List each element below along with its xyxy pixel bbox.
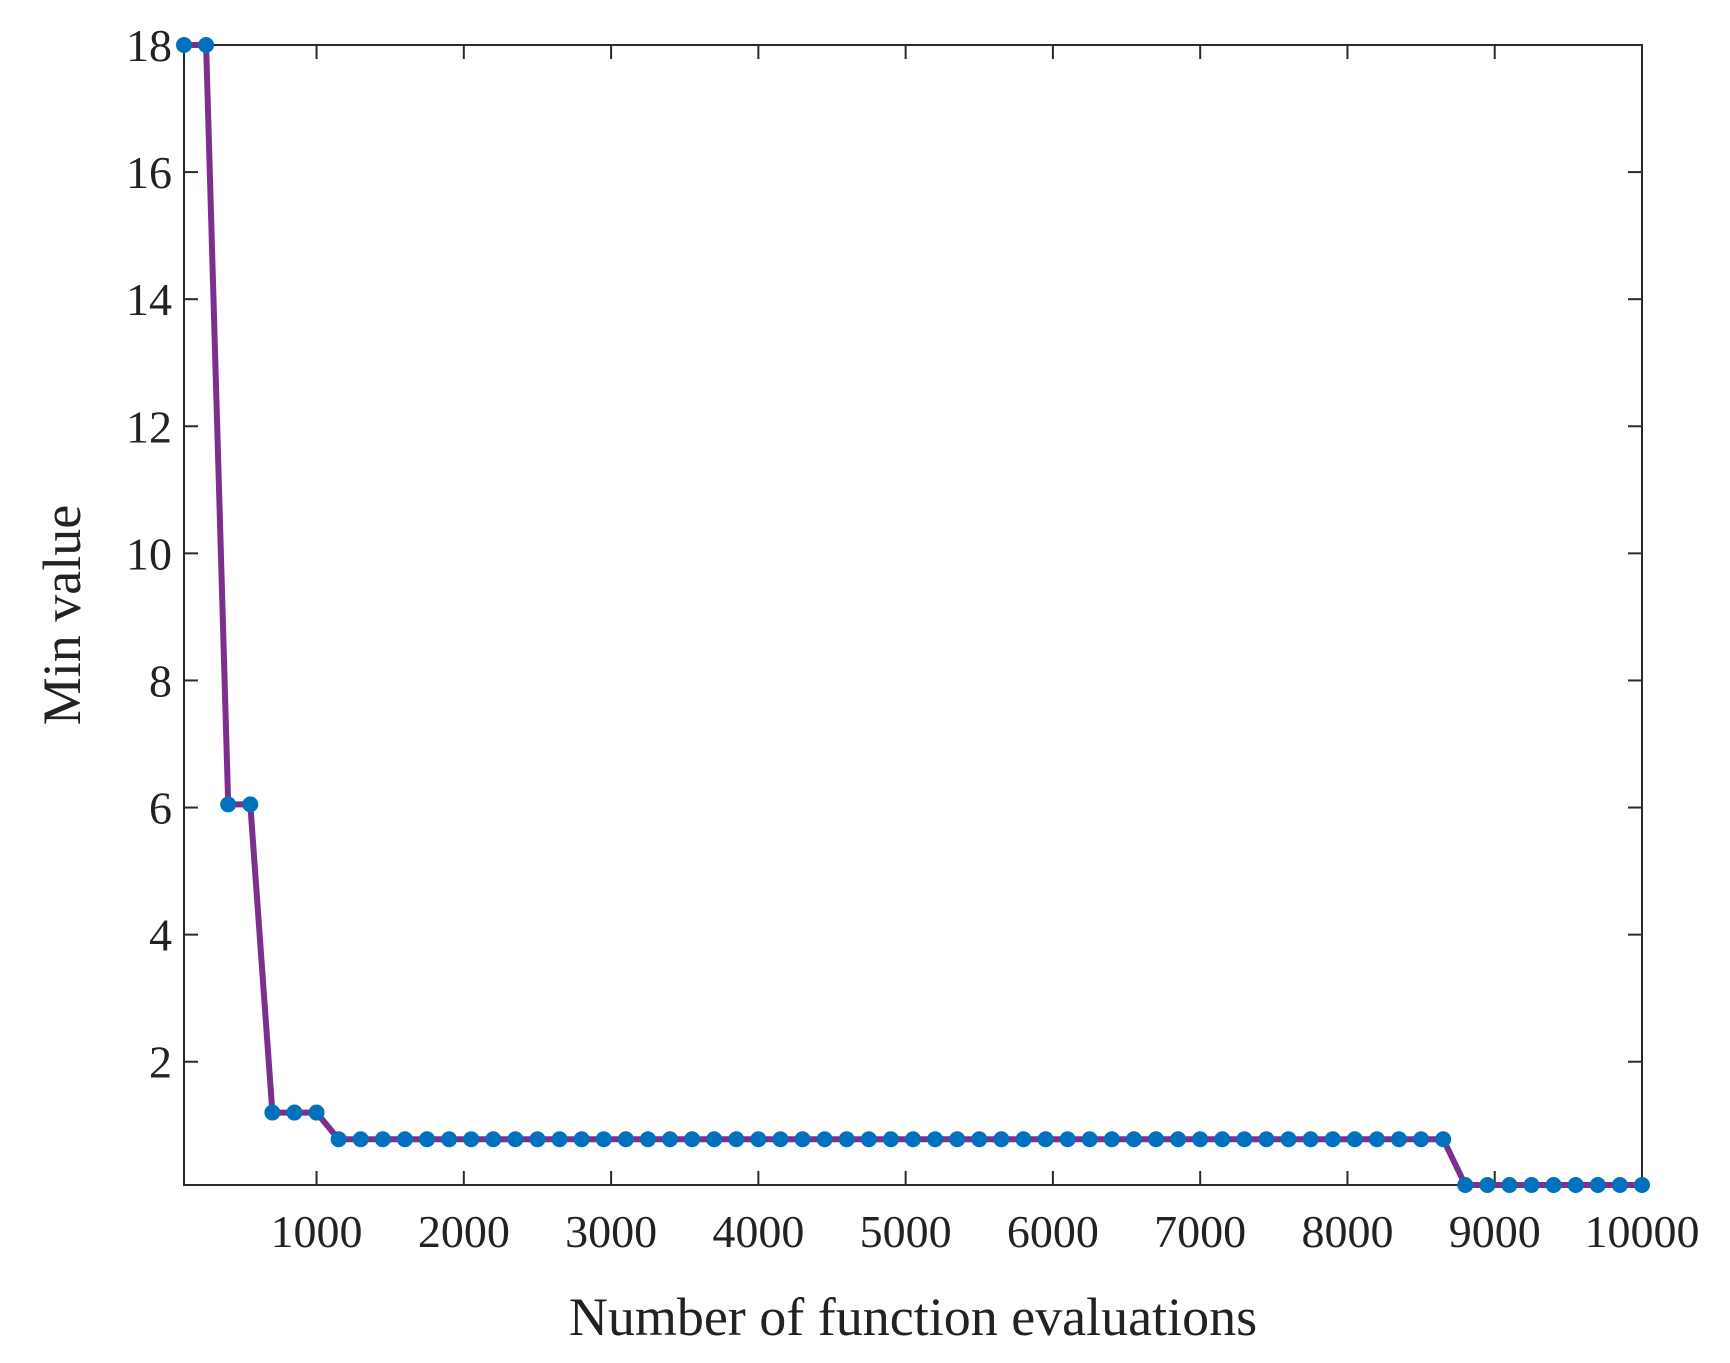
- data-point: [308, 1104, 325, 1121]
- data-point: [1611, 1177, 1628, 1193]
- data-point: [507, 1131, 524, 1148]
- data-point: [1391, 1131, 1407, 1148]
- x-tick-label: 6000: [1007, 1206, 1099, 1257]
- data-point: [816, 1131, 833, 1148]
- x-tick-label: 3000: [565, 1206, 657, 1257]
- y-tick-label: 18: [126, 20, 172, 71]
- x-tick-label: 2000: [418, 1206, 510, 1257]
- y-tick-label: 12: [126, 401, 172, 452]
- y-tick-label: 16: [126, 147, 172, 198]
- data-point: [993, 1131, 1010, 1148]
- tick-labels: 1000 2000 3000 4000 5000 6000 7000 8000 9000 1000…: [126, 20, 1700, 1257]
- data-point: [1081, 1131, 1098, 1148]
- y-tick-label: 14: [126, 274, 172, 325]
- data-point: [198, 37, 215, 53]
- plot-area: [183, 44, 1643, 1186]
- data-point: [242, 796, 259, 813]
- data-point: [1103, 1131, 1120, 1148]
- data-point: [1501, 1177, 1518, 1193]
- data-point: [352, 1131, 369, 1148]
- data-point: [684, 1131, 701, 1148]
- data-point: [551, 1131, 568, 1148]
- data-point: [176, 37, 192, 53]
- data-point: [1457, 1177, 1474, 1193]
- data-point: [1413, 1131, 1430, 1148]
- data-point: [860, 1131, 877, 1148]
- data-point: [441, 1131, 458, 1148]
- y-tick-label: 6: [149, 783, 172, 834]
- x-tick-label: 10000: [1585, 1206, 1700, 1257]
- data-point: [529, 1131, 546, 1148]
- data-point: [1346, 1131, 1363, 1148]
- data-point: [728, 1131, 745, 1148]
- data-point: [1214, 1131, 1231, 1148]
- data-point: [639, 1131, 656, 1148]
- x-axis-title: Number of function evaluations: [569, 1287, 1257, 1347]
- data-point: [1037, 1131, 1054, 1148]
- x-tick-label: 5000: [860, 1206, 952, 1257]
- data-point: [1368, 1131, 1385, 1148]
- data-point: [772, 1131, 789, 1148]
- data-point: [485, 1131, 502, 1148]
- data-point: [1302, 1131, 1319, 1148]
- data-point: [1567, 1177, 1584, 1193]
- data-point: [463, 1131, 480, 1148]
- series: [176, 37, 1650, 1193]
- data-point: [264, 1104, 281, 1121]
- data-point: [1192, 1131, 1209, 1148]
- x-tick-label: 1000: [271, 1206, 363, 1257]
- data-point: [1059, 1131, 1076, 1148]
- data-point: [971, 1131, 988, 1148]
- data-point: [750, 1131, 767, 1148]
- data-point: [330, 1131, 347, 1148]
- x-tick-label: 7000: [1154, 1206, 1246, 1257]
- data-point: [617, 1131, 634, 1148]
- data-point: [1015, 1131, 1032, 1148]
- data-point: [882, 1131, 899, 1148]
- data-point: [905, 1131, 921, 1148]
- data-point: [1545, 1177, 1562, 1193]
- data-point: [1435, 1131, 1452, 1148]
- data-point: [1523, 1177, 1540, 1193]
- data-point: [1324, 1131, 1341, 1148]
- data-point: [220, 796, 237, 813]
- data-point: [286, 1104, 303, 1121]
- ticks: [184, 44, 1643, 1185]
- data-point: [1280, 1131, 1297, 1148]
- data-point: [949, 1131, 966, 1148]
- data-point: [1258, 1131, 1275, 1148]
- x-tick-label: 4000: [712, 1206, 804, 1257]
- data-point: [662, 1131, 678, 1148]
- data-point: [419, 1131, 435, 1148]
- data-point: [706, 1131, 723, 1148]
- data-point: [1170, 1131, 1187, 1148]
- y-tick-label: 8: [149, 655, 172, 706]
- y-tick-label: 10: [126, 528, 172, 579]
- y-axis-title: Min value: [32, 505, 92, 725]
- data-point: [1125, 1131, 1142, 1148]
- data-point: [1634, 1177, 1650, 1193]
- y-tick-label: 4: [149, 910, 172, 961]
- data-point: [573, 1131, 590, 1148]
- data-point: [374, 1131, 391, 1148]
- data-point: [1148, 1131, 1164, 1148]
- x-tick-label: 8000: [1301, 1206, 1393, 1257]
- data-point: [1479, 1177, 1496, 1193]
- y-tick-label: 2: [149, 1037, 172, 1088]
- data-point: [1589, 1177, 1606, 1193]
- x-tick-label: 9000: [1449, 1206, 1541, 1257]
- data-point: [927, 1131, 944, 1148]
- data-point: [838, 1131, 855, 1148]
- data-point: [396, 1131, 413, 1148]
- data-point: [595, 1131, 612, 1148]
- data-point: [794, 1131, 811, 1148]
- data-point: [1236, 1131, 1253, 1148]
